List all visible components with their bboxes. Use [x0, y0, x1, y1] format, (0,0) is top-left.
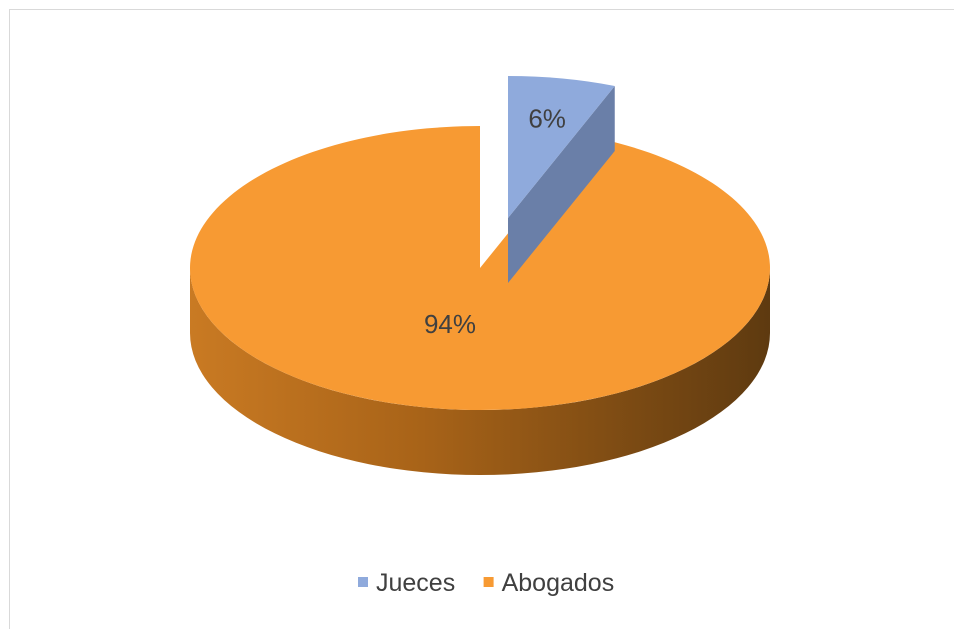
data-label-jueces: 6% [528, 104, 566, 134]
legend-swatch-jueces [358, 577, 368, 587]
data-label-abogados: 94% [424, 309, 476, 339]
legend-item-jueces: Jueces [358, 569, 455, 597]
legend-label-jueces: Jueces [376, 569, 455, 597]
chart-frame [9, 9, 954, 629]
slice-jueces [508, 76, 615, 218]
slice-wall-jueces [508, 85, 615, 283]
legend-label-abogados: Abogados [502, 569, 615, 597]
slice-abogados [189, 125, 771, 410]
legend-item-abogados: Abogados [483, 569, 615, 597]
legend-swatch-abogados [483, 577, 494, 587]
slice-side-abogados [190, 268, 770, 475]
